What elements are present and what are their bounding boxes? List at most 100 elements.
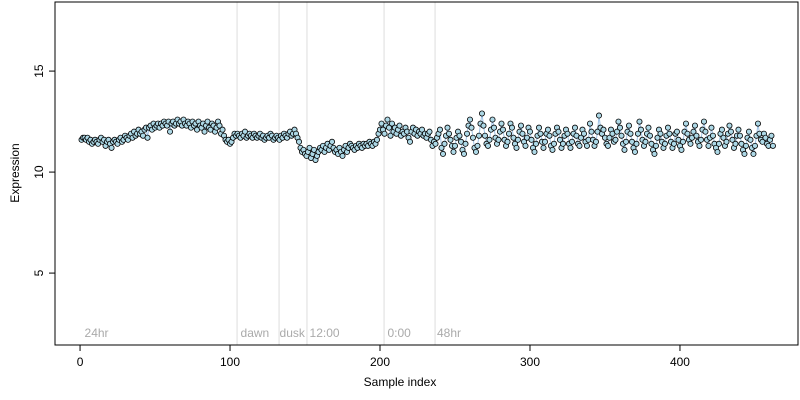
point (441, 140, 448, 147)
point (564, 130, 571, 137)
point (504, 138, 511, 145)
point (384, 116, 391, 123)
point (475, 132, 482, 139)
point (637, 126, 644, 133)
point (693, 132, 700, 139)
point (727, 128, 734, 135)
point (627, 130, 634, 137)
plot-frame (54, 1, 799, 346)
point (697, 136, 704, 143)
point (499, 126, 506, 133)
point (474, 142, 481, 149)
point (396, 122, 403, 129)
point (216, 122, 223, 129)
point (296, 138, 303, 145)
point (505, 130, 512, 137)
point (339, 152, 346, 159)
point (621, 146, 628, 153)
point (541, 138, 548, 145)
point (580, 130, 587, 137)
point (514, 136, 521, 143)
point (633, 140, 640, 147)
point (613, 128, 620, 135)
point (486, 136, 493, 143)
point (702, 128, 709, 135)
point (742, 142, 749, 149)
point (513, 144, 520, 151)
annotation: 48hr (437, 326, 461, 340)
point (586, 120, 593, 127)
x-axis-label: Sample index (364, 375, 437, 389)
point (691, 122, 698, 129)
point (484, 142, 491, 149)
point (625, 122, 632, 129)
point (592, 138, 599, 145)
point (329, 138, 336, 145)
point (652, 142, 659, 149)
point (700, 118, 707, 125)
point (661, 140, 668, 147)
point (451, 142, 458, 149)
point (636, 118, 643, 125)
point (657, 130, 664, 137)
point (549, 146, 556, 153)
point (495, 136, 502, 143)
point (447, 136, 454, 143)
point (456, 132, 463, 139)
y-axis-label: Expression (8, 143, 22, 202)
point (750, 150, 757, 157)
point (219, 126, 226, 133)
annotation: 0:00 (388, 326, 412, 340)
point (747, 136, 754, 143)
point (670, 140, 677, 147)
point (745, 128, 752, 135)
point (478, 110, 485, 117)
point (438, 144, 445, 151)
point (678, 146, 685, 153)
point (445, 130, 452, 137)
point (600, 126, 607, 133)
point (480, 122, 487, 129)
point (517, 122, 524, 129)
point (519, 130, 526, 137)
point (684, 130, 691, 137)
point (720, 134, 727, 141)
point (426, 128, 433, 135)
point (754, 120, 761, 127)
point (634, 130, 641, 137)
point (567, 144, 574, 151)
point (726, 122, 733, 129)
point (462, 140, 469, 147)
point (546, 132, 553, 139)
annotation: 24hr (85, 326, 109, 340)
point (751, 142, 758, 149)
point (729, 136, 736, 143)
point (768, 132, 775, 139)
point (769, 142, 776, 149)
y-tick-label: 15 (32, 64, 46, 78)
point (690, 128, 697, 135)
point (469, 134, 476, 141)
annotation: dawn (241, 326, 270, 340)
point (577, 134, 584, 141)
x-tick-label: 0 (77, 355, 84, 369)
point (687, 140, 694, 147)
point (615, 118, 622, 125)
point (741, 150, 748, 157)
y-tick-label: 5 (32, 269, 46, 276)
point (571, 124, 578, 131)
point (481, 132, 488, 139)
point (723, 138, 730, 145)
point (604, 142, 611, 149)
point (708, 124, 715, 131)
point (618, 132, 625, 139)
point (568, 138, 575, 145)
point (432, 140, 439, 147)
point (559, 140, 566, 147)
point (696, 142, 703, 149)
point (472, 148, 479, 155)
point (666, 130, 673, 137)
point (489, 116, 496, 123)
point (460, 150, 467, 157)
